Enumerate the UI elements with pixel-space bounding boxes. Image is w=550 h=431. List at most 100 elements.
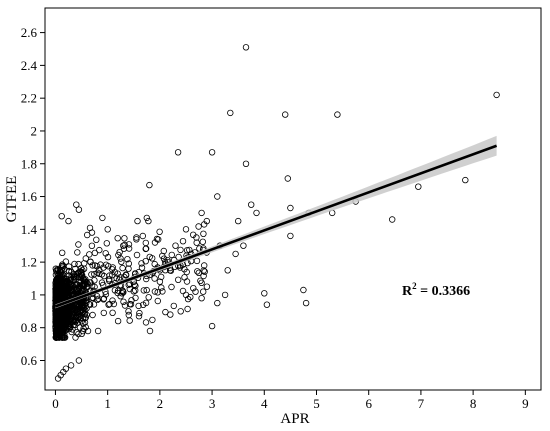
data-point — [201, 268, 208, 275]
data-point — [62, 258, 70, 265]
data-point — [198, 209, 205, 217]
data-point — [135, 313, 143, 320]
y-tick-label: 1.6 — [21, 189, 38, 204]
data-point — [62, 365, 70, 372]
data-point — [72, 334, 79, 341]
data-point — [253, 209, 260, 217]
y-tick-label: 2.6 — [21, 25, 38, 40]
data-point — [64, 278, 71, 285]
data-point — [75, 260, 82, 268]
data-point — [56, 322, 63, 329]
data-point — [87, 258, 94, 266]
data-point — [88, 229, 96, 236]
data-point — [133, 234, 140, 241]
data-point — [183, 247, 191, 254]
data-point — [88, 271, 95, 278]
data-point — [199, 238, 206, 245]
data-point — [89, 262, 96, 269]
y-tick-label: 0.8 — [21, 320, 37, 335]
data-point — [261, 290, 268, 297]
data-point — [190, 285, 197, 292]
data-point — [132, 294, 139, 302]
data-points — [52, 44, 500, 382]
data-point — [151, 275, 158, 282]
x-tick-label: 5 — [313, 396, 320, 411]
x-tick-label: 9 — [522, 396, 529, 411]
data-point — [200, 262, 208, 269]
data-point — [125, 260, 132, 267]
data-point — [177, 308, 184, 315]
data-point — [193, 234, 200, 241]
data-point — [136, 309, 143, 317]
data-point — [100, 295, 108, 302]
data-point — [148, 255, 156, 262]
data-point — [389, 216, 396, 223]
y-tick-label: 2.2 — [21, 91, 37, 106]
data-point — [157, 273, 165, 281]
data-point — [55, 325, 63, 333]
data-point — [104, 226, 111, 233]
data-point — [143, 286, 150, 294]
data-point — [208, 149, 216, 156]
data-point — [110, 300, 118, 308]
data-point — [242, 160, 250, 167]
data-point — [198, 295, 205, 302]
data-point — [73, 281, 80, 288]
data-point — [156, 228, 163, 235]
data-point — [78, 318, 85, 325]
data-point — [72, 318, 79, 325]
data-point — [75, 269, 82, 276]
data-point — [234, 217, 242, 225]
data-point — [59, 334, 66, 341]
data-point — [179, 287, 187, 295]
data-point — [182, 226, 190, 233]
data-point — [77, 315, 84, 322]
data-point — [103, 240, 110, 247]
data-point — [91, 277, 98, 284]
plot-frame — [44, 7, 542, 391]
data-point — [138, 264, 146, 271]
data-point — [125, 245, 133, 252]
data-point — [73, 303, 80, 310]
data-point — [142, 239, 149, 247]
data-point — [232, 250, 239, 258]
data-point — [55, 295, 62, 302]
data-point — [88, 242, 96, 249]
x-tick-label: 8 — [470, 396, 477, 411]
data-point — [106, 300, 113, 308]
data-point — [81, 319, 89, 326]
x-tick-label: 6 — [365, 396, 372, 411]
data-point — [71, 260, 78, 268]
data-point — [176, 264, 184, 271]
data-point — [118, 258, 125, 265]
data-point — [156, 278, 164, 285]
data-point — [77, 299, 84, 306]
data-point — [179, 237, 187, 245]
data-point — [208, 322, 216, 330]
data-point — [68, 328, 75, 336]
data-point — [139, 301, 147, 308]
data-point — [151, 288, 159, 295]
data-point — [120, 242, 127, 249]
data-point — [111, 287, 119, 294]
data-point — [75, 357, 83, 364]
data-point — [67, 362, 75, 369]
data-point — [287, 204, 294, 212]
data-point — [99, 214, 106, 222]
data-point — [133, 251, 141, 259]
data-point — [158, 284, 165, 291]
data-point — [94, 327, 102, 335]
x-tick-label: 7 — [418, 396, 425, 411]
data-point — [282, 111, 289, 118]
data-point — [134, 217, 141, 225]
x-tick-label: 3 — [209, 396, 216, 411]
data-point — [193, 239, 200, 246]
data-point — [75, 206, 83, 213]
data-point — [66, 284, 74, 291]
data-point — [56, 271, 63, 278]
data-point — [84, 327, 92, 335]
data-point — [145, 294, 152, 301]
data-point — [111, 269, 119, 276]
data-point — [100, 264, 107, 271]
